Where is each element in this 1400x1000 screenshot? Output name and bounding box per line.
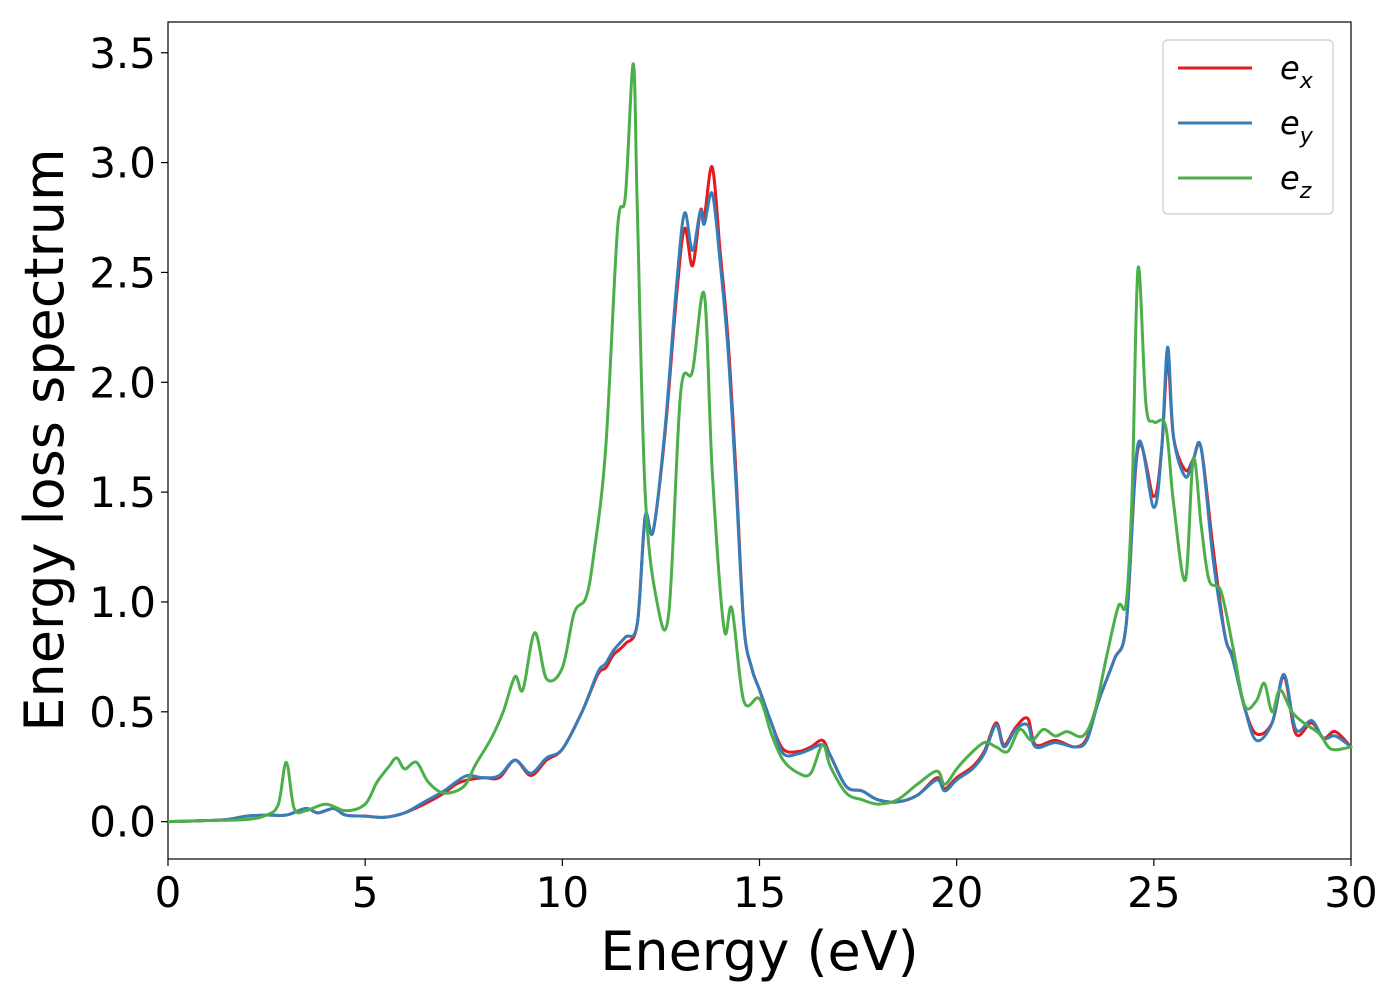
legend-label-e-z: ez [1280,159,1312,204]
legend-label-base: e [1280,49,1300,87]
legend-label-base: e [1280,104,1300,142]
x-tick-label: 25 [1127,868,1180,917]
legend-label-e-x: ex [1280,49,1314,94]
x-tick-label: 0 [155,868,182,917]
series-line-e-y [166,191,1353,824]
y-tick-label: 2.5 [89,248,156,297]
plot-area [166,21,1353,860]
x-tick-label: 5 [352,868,379,917]
series-line-e-z [166,62,1353,824]
y-axis-label: Energy loss spectrum [13,148,76,731]
x-tick-label: 10 [536,868,589,917]
legend-label-subscript: z [1299,179,1312,204]
legend-label-subscript: y [1299,124,1314,149]
legend-label-subscript: x [1299,69,1314,94]
y-tick-label: 0.5 [89,688,156,737]
x-axis-label: Energy (eV) [600,920,919,983]
y-tick-label: 1.0 [89,578,156,627]
y-tick-label: 2.0 [89,358,156,407]
legend-box [1162,39,1334,215]
y-tick-label: 0.0 [89,798,156,847]
series-layer [166,62,1353,824]
x-axis: 0 5 10 15 20 25 30 [155,859,1378,917]
legend-label-base: e [1280,159,1300,197]
legend-label-e-y: ey [1280,104,1314,149]
y-tick-label: 3.0 [89,139,156,188]
x-tick-label: 20 [930,868,983,917]
y-axis: 0.0 0.5 1.0 1.5 2.0 2.5 3.0 3.5 [89,29,168,847]
x-tick-label: 15 [733,868,786,917]
x-tick-label: 30 [1324,868,1377,917]
y-tick-label: 1.5 [89,468,156,517]
y-tick-label: 3.5 [89,29,156,78]
